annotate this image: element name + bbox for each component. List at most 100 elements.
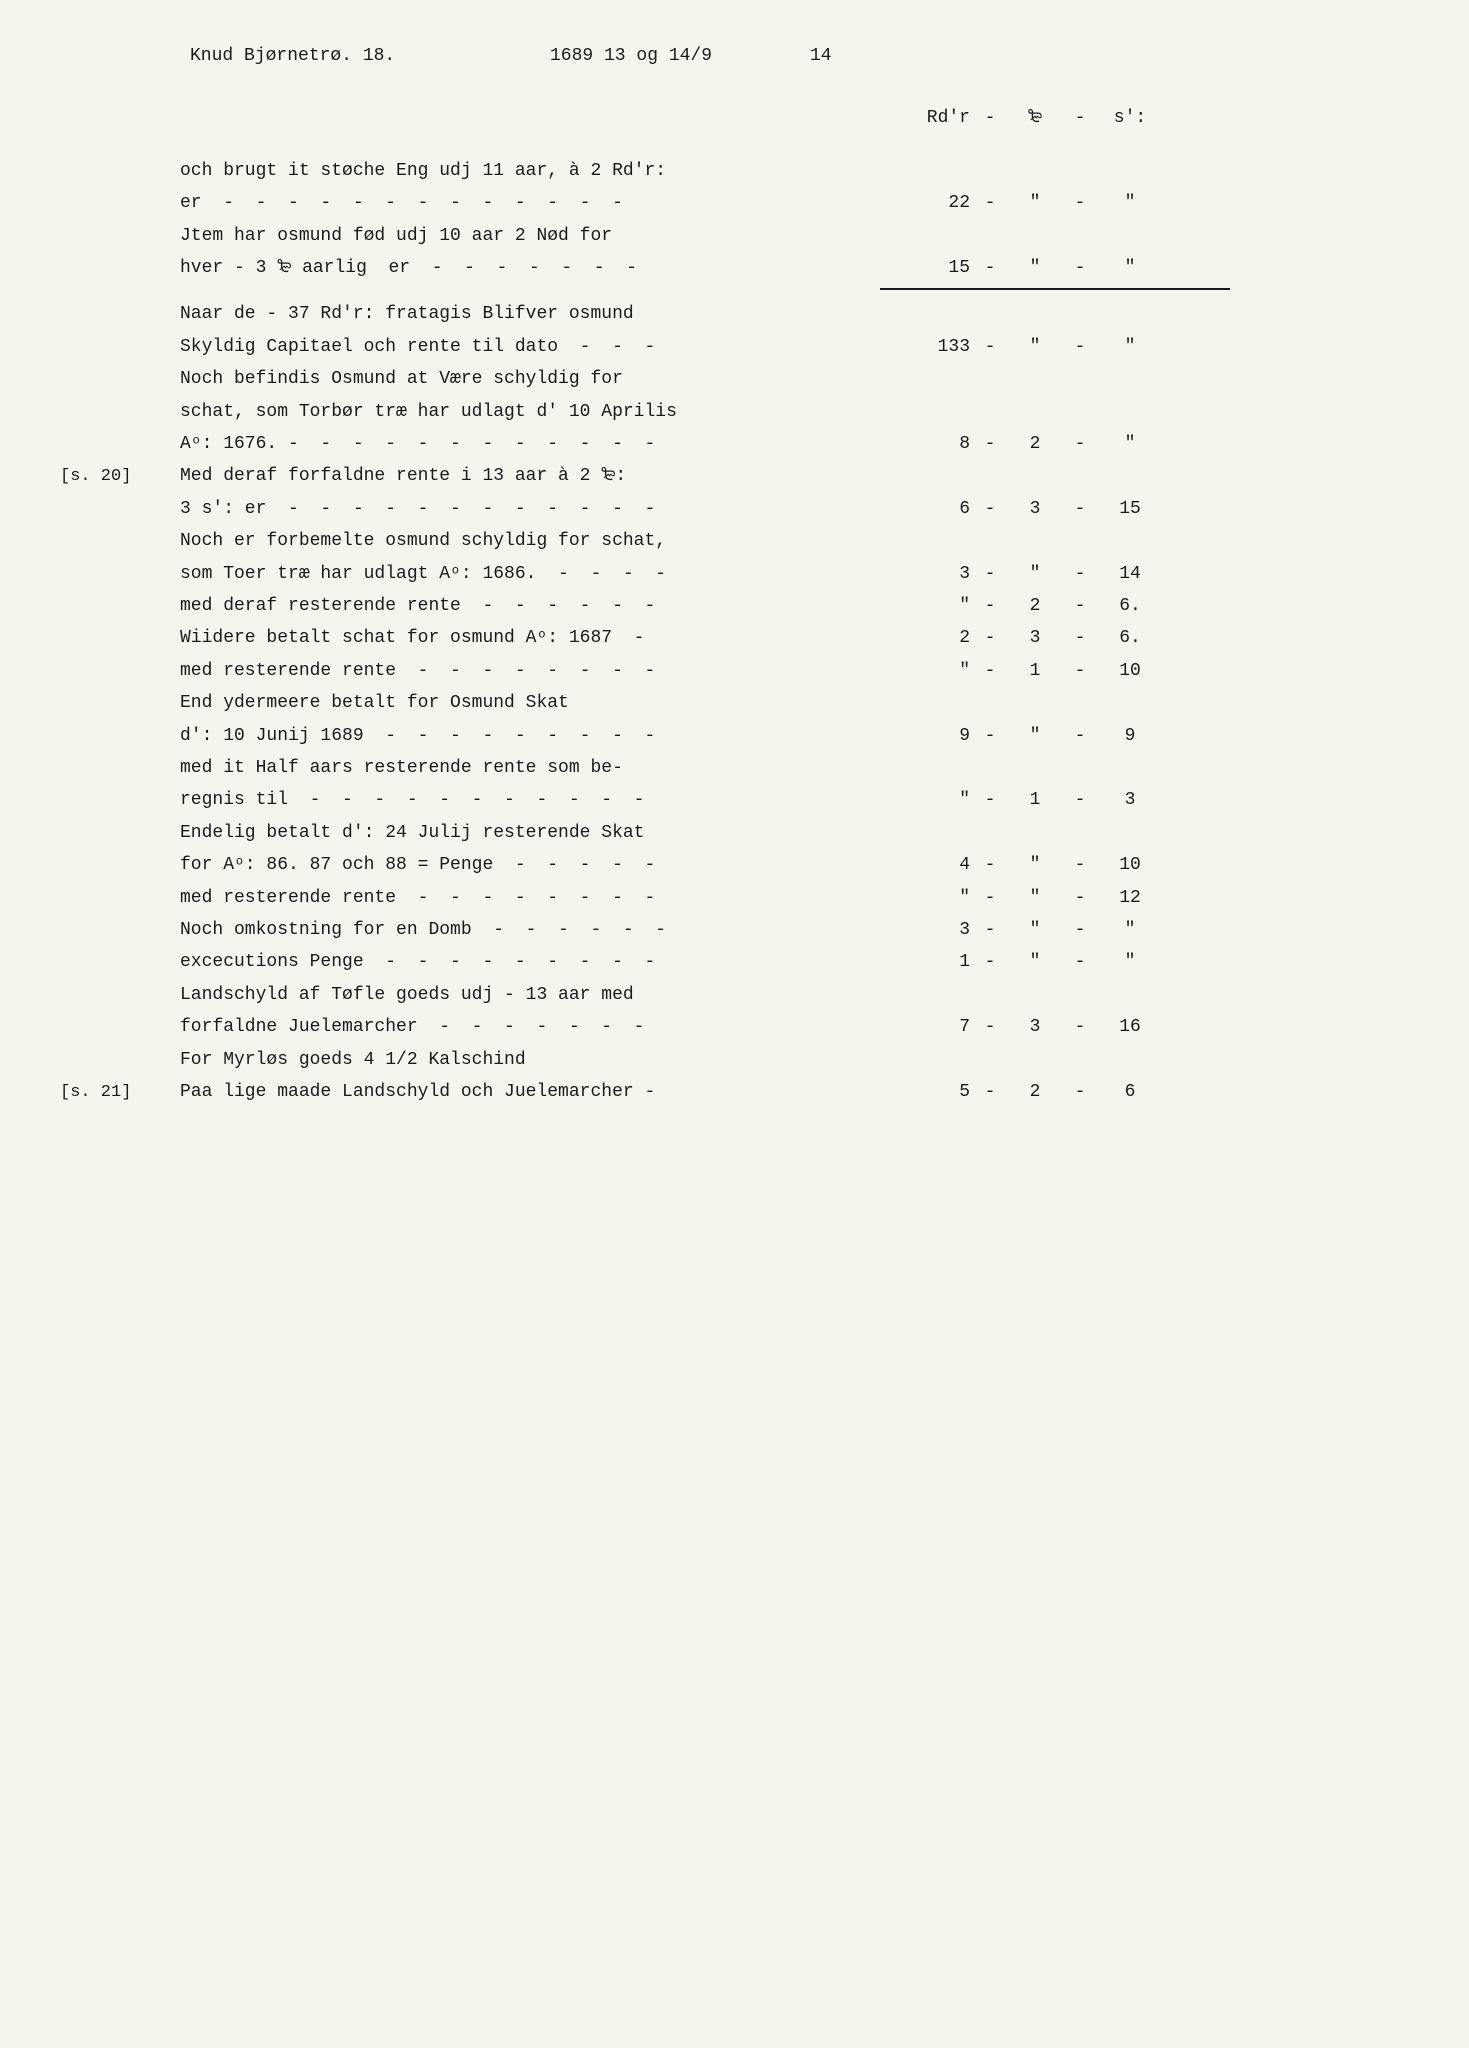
entry-text: som Toer træ har udlagt Aᵒ: 1686. - - - … [180,558,880,590]
amount-sep2: - [1060,882,1100,914]
entry-row: Landschyld af Tøfle goeds udj - 13 aar m… [60,979,1409,1011]
amount-mark: 2 [1010,1076,1060,1108]
entry-row: d': 10 Junij 1689 - - - - - - - - -9-"-9 [60,720,1409,752]
amount-mark: " [1010,849,1060,881]
amount-sep1: - [970,428,1010,460]
amount-sep1: - [970,590,1010,622]
entry-row: och brugt it støche Eng udj 11 aar, à 2 … [60,155,1409,187]
entry-row: regnis til - - - - - - - - - - -"-1-3 [60,784,1409,816]
entry-text: regnis til - - - - - - - - - - - [180,784,880,816]
entry-row: hver - 3 ₻ aarlig er - - - - - - -15-"-" [60,252,1409,284]
entry-row: schat, som Torbør træ har udlagt d' 10 A… [60,396,1409,428]
amount-header: Rd'r - ₻ - s': [880,102,1240,134]
amount-rd: 22 [880,187,970,219]
amount-sep2: - [1060,331,1100,363]
amount-cols: 2-3-6. [880,622,1240,654]
amount-rd: 8 [880,428,970,460]
entry-text: med it Half aars resterende rente som be… [180,752,880,784]
amount-sep1: - [970,849,1010,881]
amount-sep2: - [1060,655,1100,687]
entry-row: med it Half aars resterende rente som be… [60,752,1409,784]
amount-cols: 8-2-" [880,428,1240,460]
entry-row: Wiidere betalt schat for osmund Aᵒ: 1687… [60,622,1409,654]
amount-sep1: - [970,914,1010,946]
entry-row: Noch befindis Osmund at Være schyldig fo… [60,363,1409,395]
amount-sep1: - [970,655,1010,687]
amount-rd: " [880,590,970,622]
amount-cols: "-2-6. [880,590,1240,622]
underline-row [60,284,1409,298]
underline-spacer [60,284,880,298]
amount-mark: " [1010,331,1060,363]
margin-note: [s. 21] [60,1078,180,1109]
entry-text: Med deraf forfaldne rente i 13 aar à 2 ₻… [180,460,880,492]
entry-text: Endelig betalt d': 24 Julij resterende S… [180,817,880,849]
amount-sep1: - [970,252,1010,284]
entry-row: 3 s': er - - - - - - - - - - - -6-3-15 [60,493,1409,525]
amount-rd: 3 [880,914,970,946]
amount-sep2: - [1060,914,1100,946]
amount-cols: 3-"-14 [880,558,1240,590]
amount-s: 14 [1100,558,1160,590]
amount-rd: 133 [880,331,970,363]
lines-container: och brugt it støche Eng udj 11 aar, à 2 … [60,155,1409,1109]
amount-sep2: - [1060,720,1100,752]
amount-rd: 1 [880,946,970,978]
amount-mark: " [1010,720,1060,752]
entry-text: forfaldne Juelemarcher - - - - - - - [180,1011,880,1043]
entry-text: schat, som Torbør træ har udlagt d' 10 A… [180,396,880,428]
amount-sep1: - [970,882,1010,914]
amount-s: 6. [1100,622,1160,654]
amount-sep2: - [1060,1011,1100,1043]
amount-sep1: - [970,784,1010,816]
document-page: Knud Bjørnetrø. 18. 1689 13 og 14/9 14 R… [60,40,1409,1109]
amount-s: 12 [1100,882,1160,914]
entry-text: For Myrløs goeds 4 1/2 Kalschind [180,1044,880,1076]
entry-text: 3 s': er - - - - - - - - - - - - [180,493,880,525]
amount-mark: 3 [1010,622,1060,654]
entry-row: For Myrløs goeds 4 1/2 Kalschind [60,1044,1409,1076]
amount-rd: 2 [880,622,970,654]
column-header-row: Rd'r - ₻ - s': [60,102,1409,134]
amount-s: 15 [1100,493,1160,525]
amount-mark: 1 [1010,655,1060,687]
entry-row: med resterende rente - - - - - - - -"-1-… [60,655,1409,687]
amount-rd: 5 [880,1076,970,1108]
entry-row: Naar de - 37 Rd'r: fratagis Blifver osmu… [60,298,1409,330]
entry-text: med deraf resterende rente - - - - - - [180,590,880,622]
amount-sep1: - [970,331,1010,363]
amount-mark: 2 [1010,428,1060,460]
amount-cols: "-1-3 [880,784,1240,816]
entry-text: Aᵒ: 1676. - - - - - - - - - - - - [180,428,880,460]
amount-sep2: - [1060,946,1100,978]
entry-row: End ydermeere betalt for Osmund Skat [60,687,1409,719]
amount-rd: " [880,784,970,816]
amount-s: 6. [1100,590,1160,622]
amount-s: 9 [1100,720,1160,752]
amount-mark: 2 [1010,590,1060,622]
amount-sep2: - [1060,187,1100,219]
amount-rd: 4 [880,849,970,881]
amount-mark: 3 [1010,1011,1060,1043]
column-header-spacer [60,102,880,134]
amount-s: " [1100,252,1160,284]
amount-mark: " [1010,946,1060,978]
entry-text: Noch er forbemelte osmund schyldig for s… [180,525,880,557]
col-header-s: s': [1100,102,1160,134]
entry-row: [s. 21]Paa lige maade Landschyld och Jue… [60,1076,1409,1109]
amount-sep2: - [1060,849,1100,881]
header-name: Knud Bjørnetrø. 18. [190,40,550,72]
amount-s: 10 [1100,655,1160,687]
amount-sep2: - [1060,493,1100,525]
entry-text: Landschyld af Tøfle goeds udj - 13 aar m… [180,979,880,1011]
amount-s: " [1100,946,1160,978]
amount-s: " [1100,331,1160,363]
amount-sep1: - [970,558,1010,590]
amount-mark: " [1010,558,1060,590]
amount-mark: 1 [1010,784,1060,816]
amount-mark: 3 [1010,493,1060,525]
entry-row: Noch omkostning for en Domb - - - - - -3… [60,914,1409,946]
amount-rd: " [880,655,970,687]
entry-text: for Aᵒ: 86. 87 och 88 = Penge - - - - - [180,849,880,881]
col-header-sep1: - [970,102,1010,134]
